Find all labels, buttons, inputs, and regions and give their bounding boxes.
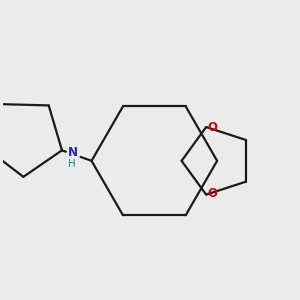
Text: H: H	[68, 159, 75, 169]
Text: N: N	[68, 146, 78, 159]
Text: O: O	[207, 122, 217, 134]
Text: O: O	[207, 187, 217, 200]
